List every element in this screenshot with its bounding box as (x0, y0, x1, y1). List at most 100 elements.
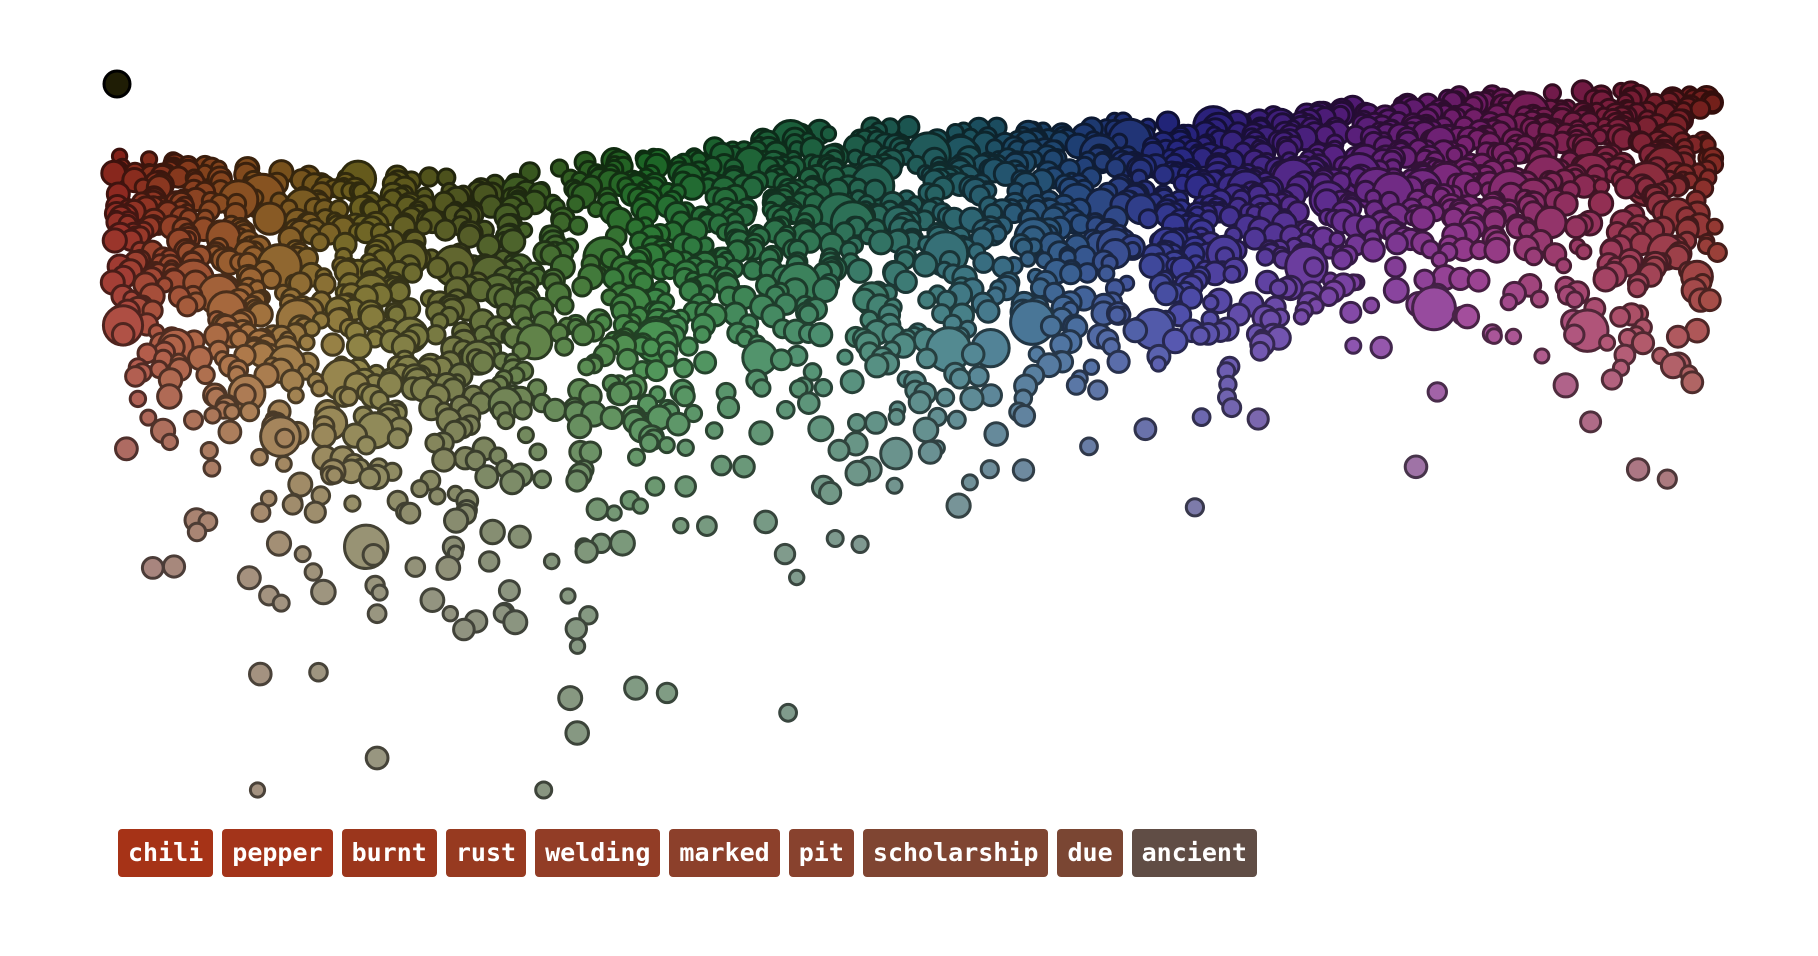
scatter-point (361, 543, 386, 567)
scatter-point (693, 350, 718, 375)
scatter-point (366, 603, 388, 625)
tag-due[interactable]: due (1057, 829, 1123, 877)
scatter-point (672, 517, 690, 535)
scatter-point (271, 593, 291, 613)
scatter-point (310, 379, 329, 398)
scatter-point (1179, 285, 1204, 310)
scatter-point (1485, 327, 1503, 345)
scatter-point (797, 391, 821, 416)
tag-pit[interactable]: pit (788, 829, 854, 877)
scatter-point (418, 166, 440, 188)
scatter-point (1384, 256, 1407, 279)
scatter-point (1705, 217, 1724, 236)
scatter-point (1411, 285, 1457, 332)
scatter-point (386, 427, 409, 450)
scatter-point (1600, 368, 1624, 391)
scatter-point (868, 229, 894, 256)
tag-chili[interactable]: chili (118, 829, 214, 877)
scatter-point (1552, 372, 1579, 399)
scatter-point (769, 348, 793, 372)
scatter-point (559, 587, 577, 605)
scatter-point (1385, 231, 1409, 256)
tag-ancient[interactable]: ancient (1131, 829, 1257, 877)
scatter-point (260, 268, 282, 290)
scatter-point (419, 587, 446, 613)
scatter-point (497, 579, 521, 603)
scatter-point (807, 322, 834, 348)
scatter-point (778, 702, 798, 723)
scatter-point (825, 529, 845, 548)
scatter-point (358, 466, 382, 490)
scatter-point (345, 333, 373, 360)
scatter-point (639, 432, 660, 453)
scatter-point (704, 421, 724, 440)
scatter-point (972, 251, 995, 274)
scatter-point (247, 661, 273, 687)
scatter-point (1382, 276, 1410, 304)
tag-scholarship[interactable]: scholarship (862, 829, 1049, 877)
scatter-point (566, 413, 593, 440)
scatter-point (512, 400, 533, 421)
scatter-point (1445, 145, 1464, 164)
scatter-point (818, 480, 843, 506)
scatter-point (644, 476, 666, 497)
scatter-point (665, 411, 691, 437)
scatter-point (946, 409, 967, 430)
scatter-point (534, 780, 554, 800)
scatter-point (1706, 242, 1728, 263)
scatter-point (674, 475, 698, 498)
scatter-point (1504, 327, 1523, 346)
scatter-point (1362, 296, 1381, 315)
scatter-point (1426, 381, 1449, 403)
scatter-point (641, 337, 662, 358)
scatter-point (847, 413, 867, 433)
scatter-point (819, 125, 838, 143)
scatter-point (1152, 163, 1175, 186)
scatter-point (577, 357, 596, 377)
scatter-point (287, 386, 305, 405)
scatter-point (274, 427, 296, 449)
scatter-point (1161, 327, 1189, 355)
scatter-point (983, 421, 1010, 447)
scatter-point (1255, 247, 1276, 267)
scatter-point (659, 349, 678, 368)
scatter-point (426, 256, 450, 280)
scatter-point (452, 617, 476, 642)
scatter-point (543, 397, 568, 422)
tag-welding[interactable]: welding (535, 829, 661, 877)
scatter-point (839, 369, 865, 395)
scatter-point (960, 342, 986, 367)
scatter-point (1059, 262, 1083, 286)
scatter-point (343, 494, 362, 513)
scatter-point (303, 500, 327, 524)
scatter-point (655, 681, 679, 705)
scatter-point (564, 720, 591, 746)
scatter-point (599, 405, 625, 430)
scatter-point (1564, 215, 1588, 240)
tag-marked[interactable]: marked (669, 829, 780, 877)
tag-burnt[interactable]: burnt (341, 829, 437, 877)
scatter-point (554, 295, 575, 316)
scatter-point (479, 518, 506, 546)
scatter-point (807, 415, 835, 443)
scatter-point (128, 389, 148, 409)
scatter-point (1565, 290, 1585, 310)
scatter-point (616, 347, 639, 371)
tag-list: chili pepper burnt rust welding marked p… (118, 829, 1257, 877)
scatter-point (308, 661, 329, 683)
scatter-point (140, 556, 165, 580)
tag-rust[interactable]: rust (445, 829, 527, 877)
scatter-point (788, 568, 806, 587)
scatter-point (813, 378, 834, 398)
scatter-point (1221, 397, 1243, 419)
scatter-point (673, 357, 694, 379)
scatter-point (114, 436, 139, 462)
scatter-point (773, 542, 797, 566)
scatter-point (507, 524, 532, 549)
scatter-point (202, 458, 222, 478)
scatter-point (566, 194, 586, 214)
scatter-point (585, 497, 610, 522)
tag-pepper[interactable]: pepper (222, 829, 333, 877)
scatter-point (732, 454, 756, 479)
scatter-point (1542, 83, 1563, 103)
